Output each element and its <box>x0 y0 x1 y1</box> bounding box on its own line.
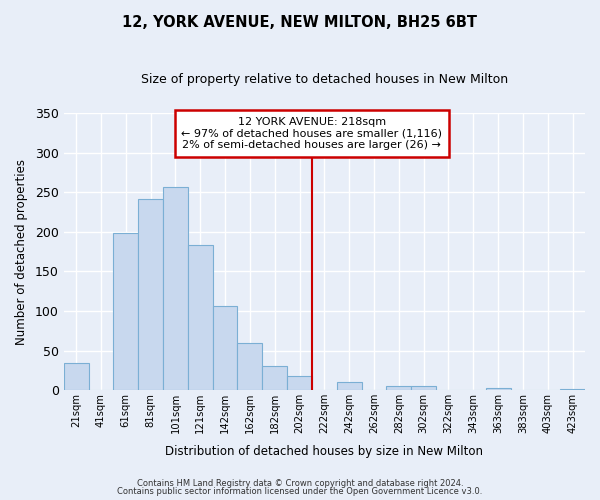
Bar <box>113 234 138 390</box>
Text: 12 YORK AVENUE: 218sqm
← 97% of detached houses are smaller (1,116)
2% of semi-d: 12 YORK AVENUE: 218sqm ← 97% of detached… <box>181 117 442 150</box>
Y-axis label: Number of detached properties: Number of detached properties <box>15 158 28 344</box>
Bar <box>262 366 287 390</box>
Title: Size of property relative to detached houses in New Milton: Size of property relative to detached ho… <box>141 72 508 86</box>
Bar <box>138 198 163 390</box>
Bar <box>64 362 89 390</box>
Bar <box>287 376 312 390</box>
Bar <box>386 386 411 390</box>
Bar <box>212 306 238 390</box>
Text: Contains public sector information licensed under the Open Government Licence v3: Contains public sector information licen… <box>118 487 482 496</box>
Text: 12, YORK AVENUE, NEW MILTON, BH25 6BT: 12, YORK AVENUE, NEW MILTON, BH25 6BT <box>122 15 478 30</box>
Bar <box>411 386 436 390</box>
Bar <box>238 342 262 390</box>
Bar <box>163 186 188 390</box>
X-axis label: Distribution of detached houses by size in New Milton: Distribution of detached houses by size … <box>166 444 484 458</box>
Bar <box>337 382 362 390</box>
Text: Contains HM Land Registry data © Crown copyright and database right 2024.: Contains HM Land Registry data © Crown c… <box>137 478 463 488</box>
Bar <box>188 244 212 390</box>
Bar <box>486 388 511 390</box>
